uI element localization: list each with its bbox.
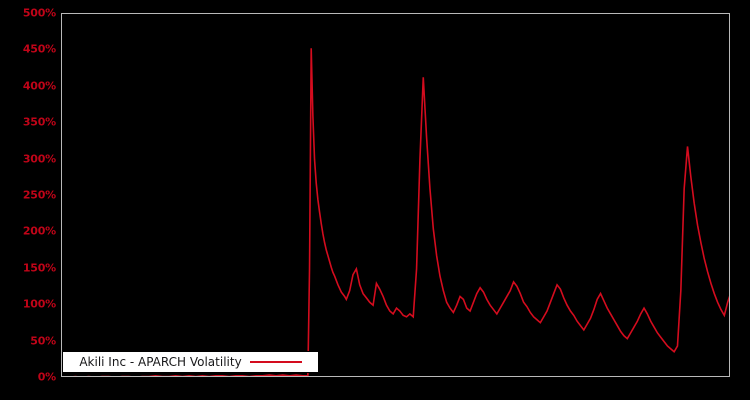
y-axis-tick-0: 0%: [37, 370, 56, 384]
y-axis-tick-350: 350%: [22, 115, 56, 129]
y-axis-tick-400: 400%: [22, 79, 56, 93]
plot-area: [61, 13, 730, 377]
chart-legend: Akili Inc - APARCH Volatility: [62, 351, 319, 373]
volatility-line-series: [72, 48, 729, 376]
y-axis-tick-50: 50%: [30, 334, 56, 348]
y-axis-tick-100: 100%: [22, 297, 56, 311]
y-axis-tick-450: 450%: [22, 42, 56, 56]
y-axis-tick-200: 200%: [22, 224, 56, 238]
y-axis-tick-150: 150%: [22, 261, 56, 275]
y-axis-tick-500: 500%: [22, 6, 56, 20]
legend-label: Akili Inc - APARCH Volatility: [79, 355, 242, 369]
y-axis-tick-300: 300%: [22, 152, 56, 166]
y-axis-tick-250: 250%: [22, 188, 56, 202]
line-swatch-icon: [249, 361, 302, 363]
aparch-volatility-line: [72, 48, 729, 376]
